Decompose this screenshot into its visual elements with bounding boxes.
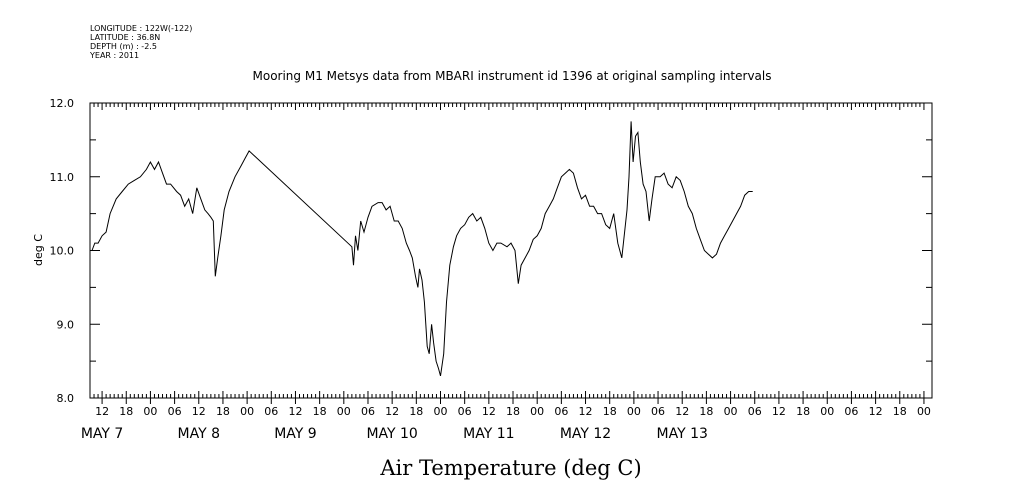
x-hour-label: 00 [143, 405, 157, 418]
x-hour-label: 18 [699, 405, 713, 418]
x-day-label: MAY 10 [366, 426, 417, 442]
x-hour-label: 06 [168, 405, 182, 418]
x-hour-label: 06 [844, 405, 858, 418]
y-tick-label: 12.0 [50, 97, 75, 110]
x-day-label: MAY 12 [560, 426, 611, 442]
y-axis-label: deg C [32, 234, 45, 266]
x-axis: 12 18 00 06 12 18 00 06 12 18 00 06 12 18 00 06 12 18 00 06… [81, 103, 931, 442]
x-hour-label: 00 [917, 405, 931, 418]
plot-frame [89, 102, 933, 399]
x-day-label: MAY 9 [274, 426, 316, 442]
y-tick-label: 10.0 [50, 245, 75, 258]
x-hour-label: 12 [772, 405, 786, 418]
y-tick-label: 11.0 [50, 171, 75, 184]
x-hour-label: 00 [627, 405, 641, 418]
x-hour-label: 12 [288, 405, 302, 418]
x-hour-label: 18 [313, 405, 327, 418]
x-hour-label: 00 [433, 405, 447, 418]
x-day-label: MAY 8 [178, 426, 220, 442]
x-hour-label: 00 [724, 405, 738, 418]
x-hour-label: 06 [264, 405, 278, 418]
x-hour-label: 18 [409, 405, 423, 418]
longitude-text: LONGITUDE : 122W(-122) [90, 24, 192, 33]
year-text: YEAR : 2011 [89, 51, 139, 60]
x-hour-label: 00 [240, 405, 254, 418]
series-group [91, 121, 753, 377]
x-hour-label: 12 [385, 405, 399, 418]
x-axis-label: Air Temperature (deg C) [379, 456, 641, 480]
x-hour-label: 18 [119, 405, 133, 418]
x-hour-label: 18 [893, 405, 907, 418]
x-hour-label: 18 [506, 405, 520, 418]
y-axis: 8.0 9.0 10.0 11.0 12.0 [50, 97, 932, 405]
x-hour-label: 12 [579, 405, 593, 418]
x-hour-label: 18 [603, 405, 617, 418]
latitude-text: LATITUDE : 36.8N [90, 33, 160, 42]
y-tick-label: 9.0 [57, 318, 75, 331]
x-hour-label: 12 [869, 405, 883, 418]
chart-title: Mooring M1 Metsys data from MBARI instru… [253, 69, 772, 83]
metadata-block: LONGITUDE : 122W(-122) LATITUDE : 36.8N … [89, 24, 192, 60]
x-hour-label: 06 [748, 405, 762, 418]
x-hour-label: 06 [458, 405, 472, 418]
x-hour-label: 00 [820, 405, 834, 418]
x-hour-label: 12 [482, 405, 496, 418]
x-day-label: MAY 13 [657, 426, 708, 442]
air-temperature-line [91, 121, 753, 377]
y-tick-label: 8.0 [57, 392, 75, 405]
x-hour-label: 06 [361, 405, 375, 418]
x-hour-label: 12 [192, 405, 206, 418]
x-day-label: MAY 7 [81, 426, 123, 442]
depth-text: DEPTH (m) : -2.5 [90, 42, 157, 51]
x-hour-label: 12 [675, 405, 689, 418]
x-hour-label: 00 [530, 405, 544, 418]
x-hour-label: 12 [95, 405, 109, 418]
x-day-label: MAY 11 [463, 426, 514, 442]
x-hour-label: 00 [337, 405, 351, 418]
x-hour-label: 18 [796, 405, 810, 418]
x-hour-label: 06 [554, 405, 568, 418]
x-hour-label: 06 [651, 405, 665, 418]
x-hour-label: 18 [216, 405, 230, 418]
